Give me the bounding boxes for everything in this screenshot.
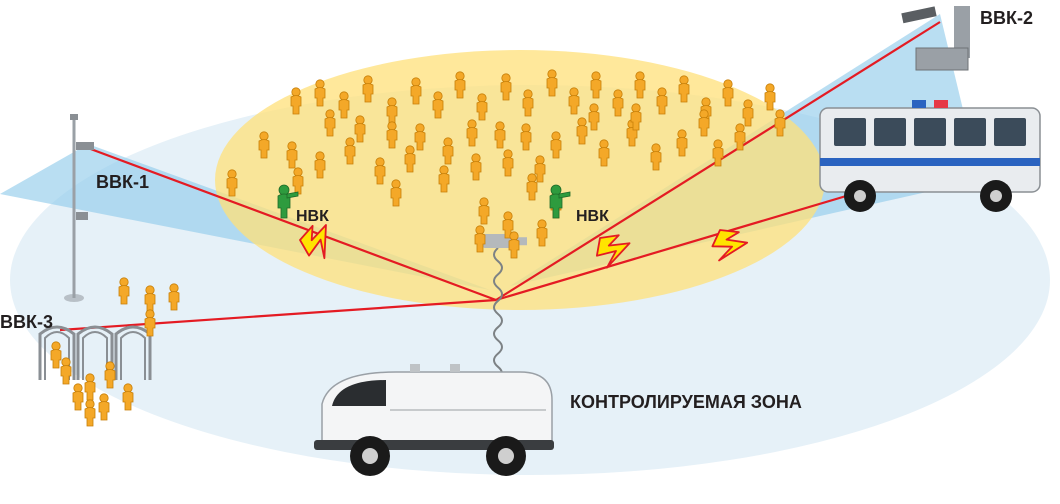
crowd-area-ellipse (215, 50, 825, 310)
label-bbk2: ВВК-2 (980, 8, 1033, 29)
label-nvk2: НВК (576, 208, 609, 226)
diagram-svg (0, 0, 1060, 504)
label-zone: КОНТРОЛИРУЕМАЯ ЗОНА (570, 392, 802, 413)
label-bbk3: ВВК-3 (0, 312, 53, 333)
label-nvk1: НВК (296, 208, 329, 226)
diagram-stage: ВВК-1 ВВК-2 ВВК-3 НВК НВК КОНТРОЛИРУЕМАЯ… (0, 0, 1060, 504)
label-bbk1: ВВК-1 (96, 172, 149, 193)
